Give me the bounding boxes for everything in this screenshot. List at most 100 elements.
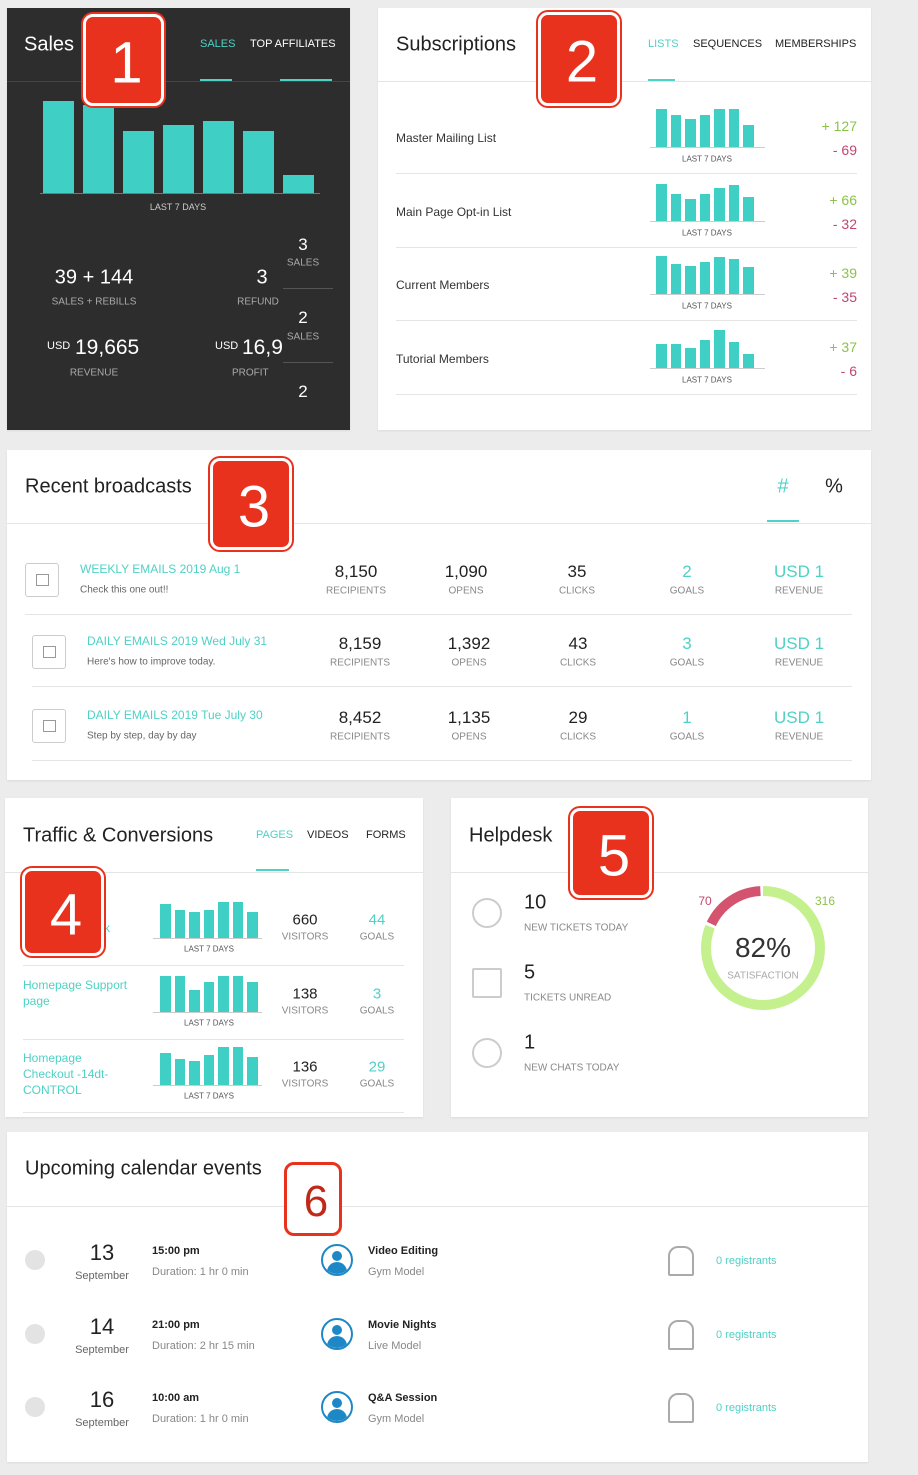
side-value: 2: [298, 308, 308, 327]
stat-value: 138: [292, 985, 318, 1002]
event-name[interactable]: Video Editing: [368, 1245, 439, 1257]
tab[interactable]: VIDEOS: [307, 829, 349, 841]
event-duration: Duration: 1 hr 0 min: [152, 1266, 249, 1278]
divider: [396, 320, 857, 321]
chart-label: LAST 7 DAYS: [682, 154, 732, 164]
tab[interactable]: PAGES: [256, 829, 294, 841]
stat-value: 1: [524, 1031, 536, 1054]
stat-label: REVENUE: [774, 585, 824, 597]
bar: [203, 121, 234, 193]
bar: [247, 912, 258, 938]
stat-value: 19,665: [75, 336, 140, 359]
page-name[interactable]: Homepage Checkout -14dt- CONTROL: [23, 1051, 109, 1097]
status-dot: [25, 1250, 45, 1270]
panel-title: Subscriptions: [396, 33, 517, 56]
registrants[interactable]: 0 registrants: [716, 1328, 777, 1341]
email-icon-glyph: [43, 720, 56, 732]
broadcast-title[interactable]: WEEKLY EMAILS 2019 Aug 1: [80, 562, 241, 576]
page-name[interactable]: k: [104, 921, 110, 935]
divider: [396, 393, 857, 395]
donut-label: 70: [698, 894, 712, 908]
tab[interactable]: SEQUENCES: [693, 38, 763, 50]
event-time: 21:00 pm: [152, 1318, 200, 1331]
bar: [123, 131, 154, 193]
tab[interactable]: SALES: [200, 38, 236, 50]
tab[interactable]: LISTS: [648, 38, 679, 50]
stat-value: 29: [568, 708, 588, 727]
host-avatar: [321, 1244, 353, 1276]
bar: [203, 981, 214, 1012]
bar: [670, 264, 681, 294]
bar: [189, 912, 200, 938]
stat-label: GOALS: [669, 657, 705, 669]
stat-label: GOALS: [359, 1078, 395, 1090]
stat-value: 2: [682, 562, 692, 581]
callout: 6: [284, 1162, 342, 1236]
chart-label: LAST 7 DAYS: [149, 202, 207, 212]
stat-value: 16,9: [242, 336, 283, 359]
broadcast-title[interactable]: DAILY EMAILS 2019 Wed July 31: [87, 634, 268, 648]
broadcast-title[interactable]: DAILY EMAILS 2019 Tue July 30: [87, 708, 263, 722]
tab[interactable]: FORMS: [366, 829, 406, 841]
email-icon-glyph: [36, 574, 49, 586]
list-name: Main Page Opt-in List: [396, 204, 512, 219]
divider: [451, 872, 868, 873]
registrants[interactable]: 0 registrants: [716, 1255, 777, 1267]
event-location: Live Model: [368, 1339, 422, 1352]
bar: [714, 329, 725, 368]
event-name[interactable]: Q&A Session: [368, 1392, 438, 1404]
bar: [283, 175, 314, 193]
bar: [714, 109, 725, 147]
traffic-panel: [5, 798, 423, 1117]
stat-label: CLICKS: [558, 585, 596, 597]
registrants[interactable]: 0 registrants: [716, 1402, 777, 1414]
divider: [283, 288, 333, 289]
bar: [728, 259, 739, 294]
divider: [5, 872, 423, 873]
tab-underline: [767, 520, 799, 522]
host-avatar: [321, 1391, 353, 1423]
email-icon: [32, 635, 66, 669]
subscriptions-panel: [378, 8, 871, 430]
bar: [728, 184, 739, 221]
page-name[interactable]: Homepage Support page: [23, 977, 128, 1008]
stat-label: RECIPIENTS: [329, 657, 391, 669]
stat-value: USD 1: [773, 634, 825, 653]
stat-value: 1: [682, 708, 692, 727]
bar: [247, 981, 258, 1012]
tab[interactable]: TOP AFFILIATES: [250, 38, 336, 50]
bar: [174, 1059, 185, 1085]
divider: [283, 362, 333, 363]
stat-label: GOALS: [669, 731, 705, 743]
divider: [153, 1085, 262, 1086]
event-name[interactable]: Movie Nights: [368, 1318, 437, 1331]
chart-label: LAST 7 DAYS: [184, 1091, 234, 1101]
broadcast-subtitle: Here's how to improve today.: [87, 656, 216, 668]
stat-label: REVENUE: [774, 731, 824, 743]
divider: [23, 965, 404, 966]
stat-value: 35: [567, 562, 587, 581]
callout-number: 4: [49, 882, 83, 948]
tab-underline: [280, 79, 332, 81]
stat-value: 3: [682, 634, 692, 653]
registrants-icon: [668, 1246, 694, 1276]
chart-label: LAST 7 DAYS: [184, 944, 234, 954]
bar: [699, 115, 710, 147]
tab[interactable]: MEMBERSHIPS: [775, 38, 857, 50]
divider: [7, 81, 350, 82]
bar: [232, 1047, 243, 1085]
stat-label: RECIPIENTS: [325, 585, 387, 597]
broadcasts-panel: [7, 450, 871, 780]
divider: [378, 81, 871, 82]
satisfaction-donut: [701, 886, 825, 1010]
broadcast-subtitle: Check this one out!!: [80, 584, 169, 596]
bar: [203, 910, 214, 938]
stat-label: OPENS: [448, 585, 484, 597]
tab[interactable]: %: [825, 475, 843, 498]
list-name: Tutorial Members: [396, 351, 489, 366]
stat-label: SALES + REBILLS: [51, 296, 137, 308]
event-month: September: [75, 1343, 129, 1356]
stat-label: CLICKS: [559, 657, 597, 669]
side-column: [283, 228, 333, 413]
tab[interactable]: #: [777, 475, 789, 498]
